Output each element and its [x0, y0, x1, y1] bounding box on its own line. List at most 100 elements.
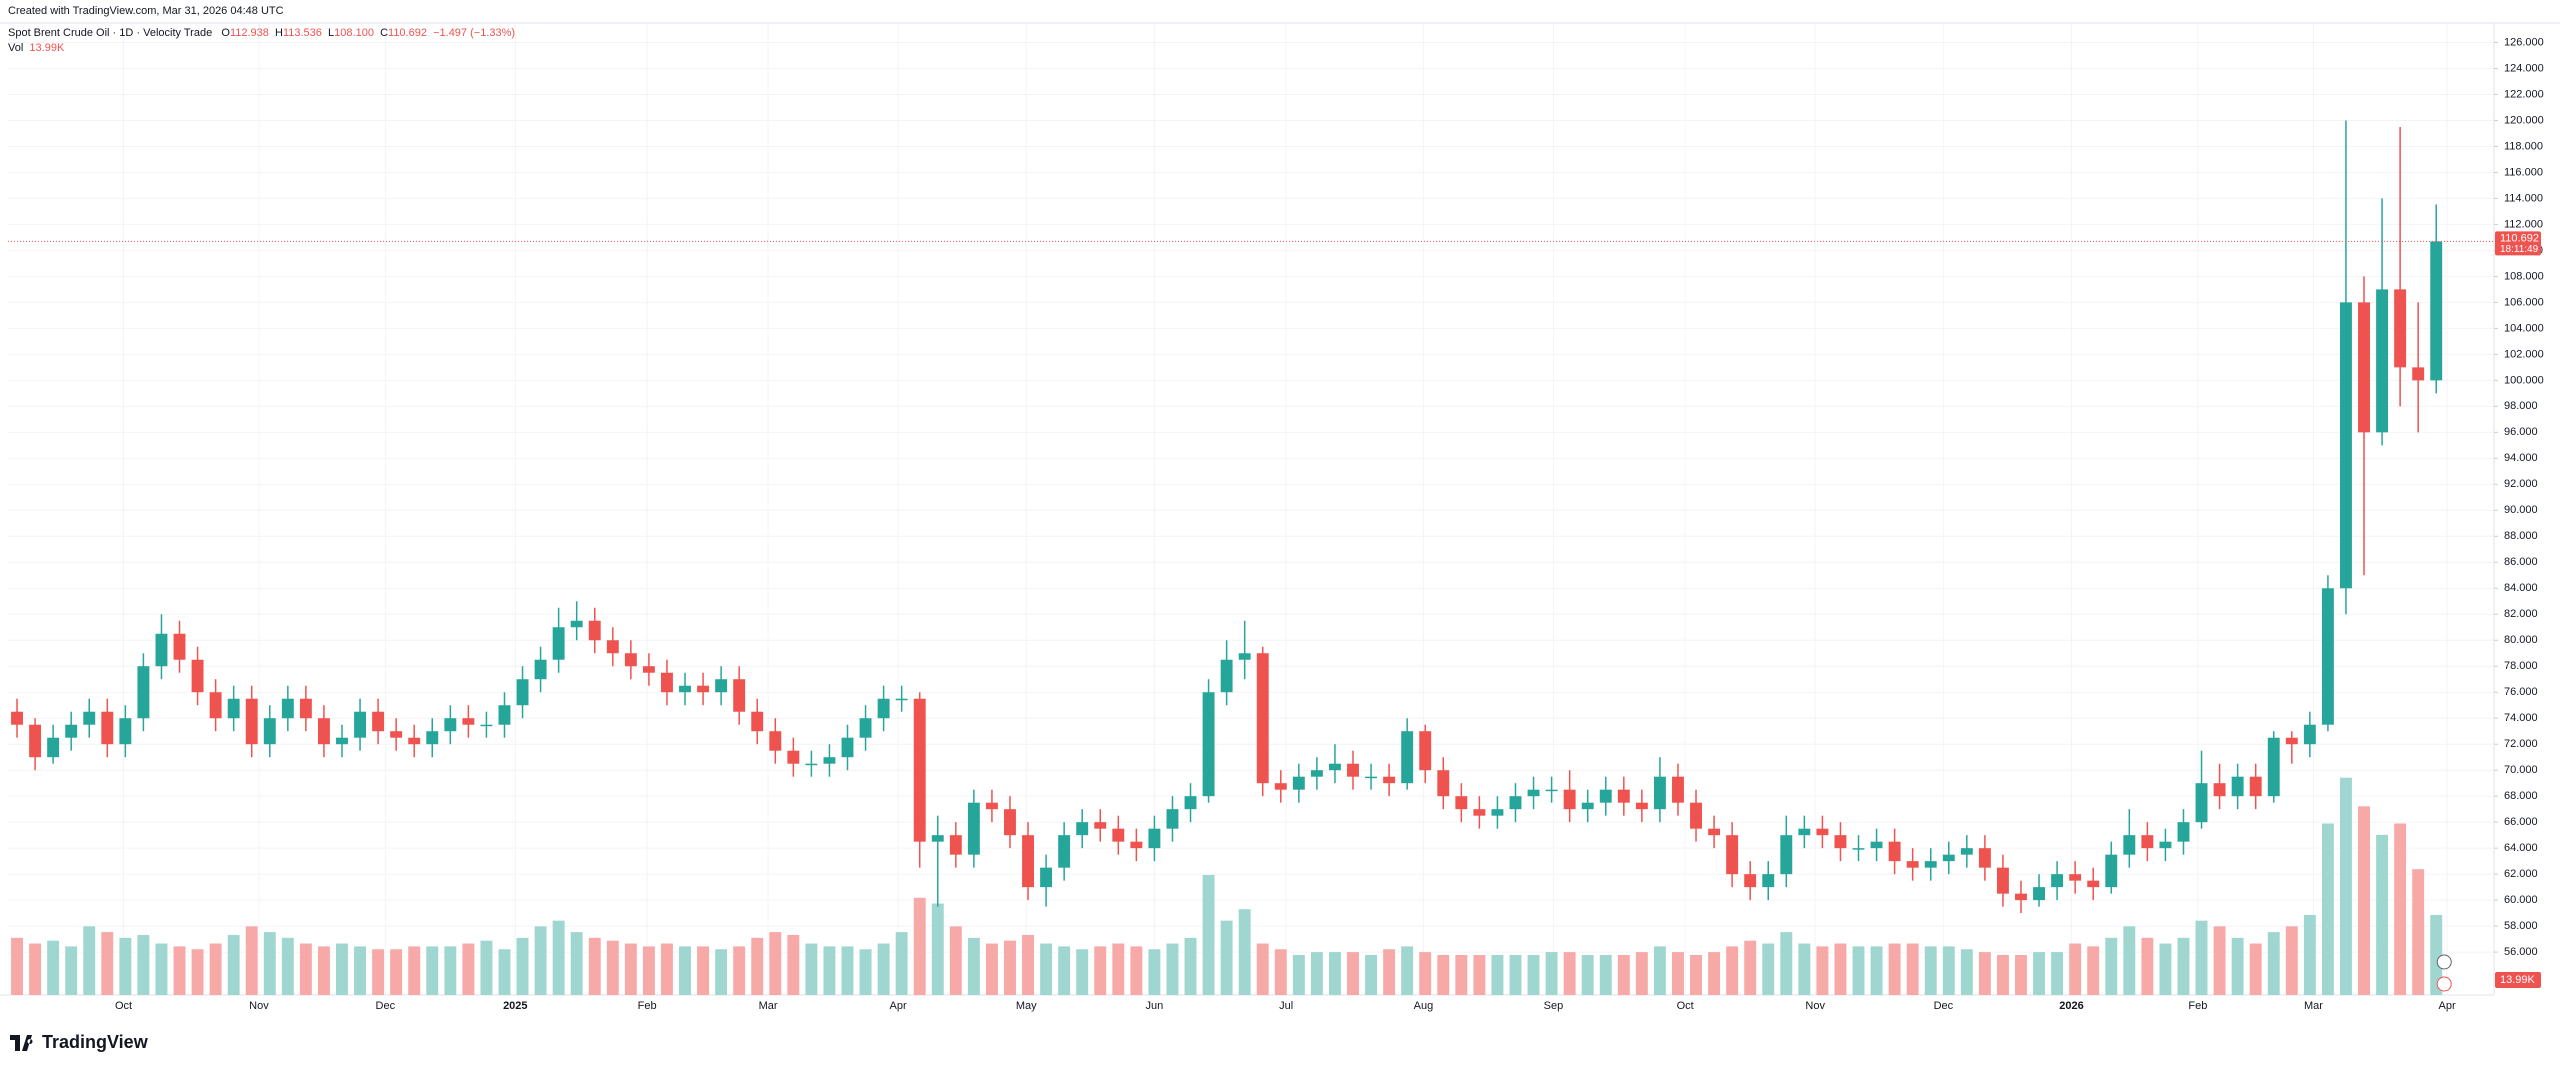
candle-body [1383, 776, 1396, 784]
volume-bar [1527, 954, 1540, 995]
candle-body [1202, 692, 1215, 797]
volume-bar [1816, 946, 1829, 995]
volume-bar [1798, 943, 1811, 995]
volume-bar [985, 943, 998, 995]
volume-bar [2015, 954, 2027, 995]
candles [11, 120, 2443, 914]
y-tick-label: 116.000 [2504, 166, 2543, 178]
candle-body [661, 672, 673, 693]
volume-bar [227, 934, 240, 995]
volume-bar [209, 943, 222, 995]
volume-bar [1978, 952, 1991, 995]
volume-bar [787, 934, 800, 995]
volume-bar [317, 946, 330, 995]
candle-body [2015, 893, 2027, 901]
volume-bar [1780, 932, 1793, 995]
volume-bar [1617, 954, 1630, 995]
candle-body [1581, 802, 1594, 810]
volume-bar [1076, 949, 1089, 995]
candle-body [83, 711, 96, 725]
candle-body [895, 698, 908, 701]
x-tick-label: Nov [1805, 1000, 1825, 1012]
candle-body [227, 698, 240, 719]
y-tick-label: 66.000 [2504, 816, 2538, 828]
candle-body [1762, 874, 1775, 888]
volume-bar [1310, 952, 1323, 995]
x-tick-label: Dec [1934, 1000, 1954, 1012]
volume-bar [642, 946, 655, 995]
low-value: 108.100 [334, 27, 374, 39]
candle-body [173, 633, 186, 660]
volume-bar [859, 949, 872, 995]
candle-body [2303, 724, 2316, 745]
volume-bar [2087, 946, 2100, 995]
candle-body [1455, 796, 1468, 810]
volume-bar [2177, 937, 2190, 995]
candle-body [697, 685, 710, 693]
candle-body [2285, 737, 2298, 745]
candle-body [1672, 776, 1684, 803]
vol-label: Vol [8, 42, 24, 54]
candle-body [2033, 887, 2046, 901]
y-tick-label: 92.000 [2504, 478, 2538, 490]
y-tick-label: 102.000 [2504, 348, 2544, 360]
y-tick-label: 108.000 [2504, 270, 2544, 282]
close-label: C [380, 27, 389, 39]
volume-bar [516, 937, 529, 995]
x-tick-label: Sep [1544, 1000, 1564, 1012]
volume-bar [119, 937, 132, 995]
candle-body [642, 666, 655, 673]
candle-body [1617, 789, 1630, 803]
candle-body [1870, 841, 1883, 849]
volume-bar [299, 943, 312, 995]
volume-bar [769, 932, 782, 995]
volume-bar [65, 946, 78, 995]
candle-body [462, 718, 475, 725]
x-tick-label: May [1016, 1000, 1037, 1012]
candle-body [299, 698, 312, 719]
volume-bar [1347, 952, 1359, 995]
volume-bar [137, 934, 150, 995]
volume-bar [679, 946, 691, 995]
y-tick-label: 64.000 [2504, 842, 2538, 854]
candle-body [2123, 835, 2136, 855]
candle-body [1401, 731, 1414, 784]
close-value: 110.692 [388, 27, 427, 39]
y-tick-label: 84.000 [2504, 582, 2538, 594]
volume-bar [281, 937, 294, 995]
candle-body [1310, 770, 1323, 777]
volume-bar [173, 946, 186, 995]
volume-bar [2069, 943, 2082, 995]
candle-body [2321, 588, 2334, 725]
candle-body [715, 679, 728, 693]
x-tick-label: Jun [1146, 1000, 1164, 1012]
candle-body [47, 737, 60, 758]
candle-body [1419, 731, 1432, 771]
candle-body [1708, 828, 1721, 836]
candle-body [1238, 653, 1251, 660]
volume-bar [2105, 937, 2118, 995]
x-tick-label: Oct [115, 1000, 132, 1012]
volume-bar [1130, 946, 1143, 995]
open-label: O [221, 27, 230, 39]
y-tick-label: 78.000 [2504, 660, 2538, 672]
volume-bar [1545, 952, 1558, 995]
candle-body [2394, 289, 2407, 368]
candle-body [2051, 874, 2064, 888]
volume-bar [408, 946, 421, 995]
candle-body [426, 731, 439, 745]
volume-bar [1996, 954, 2009, 995]
candle-body [65, 724, 78, 738]
y-tick-label: 58.000 [2504, 920, 2538, 932]
candle-body [498, 705, 511, 725]
x-tick-label: 2026 [2059, 1000, 2083, 1012]
y-tick-label: 88.000 [2504, 530, 2538, 542]
candle-body [354, 711, 367, 738]
y-tick-label: 82.000 [2504, 608, 2538, 620]
candle-body [1022, 835, 1034, 888]
candle-body [1184, 796, 1197, 810]
y-tick-label: 124.000 [2504, 62, 2544, 74]
x-tick-label: 2025 [503, 1000, 527, 1012]
candle-body [1780, 835, 1793, 875]
